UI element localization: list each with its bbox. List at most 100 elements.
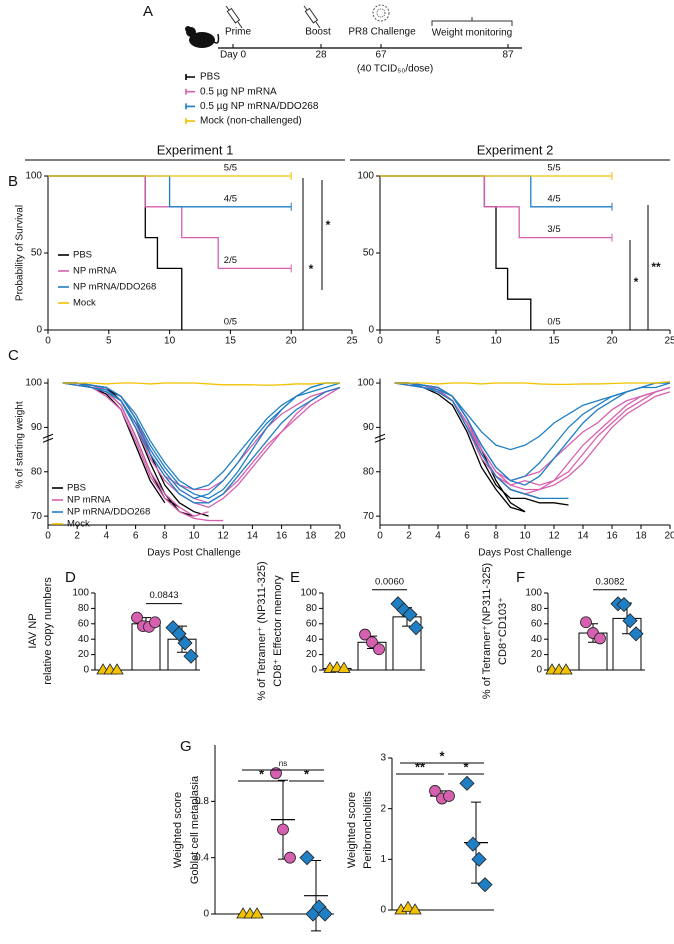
y-axis-label: relative copy numbers (42, 577, 54, 685)
x-tick-label: 12 (548, 531, 560, 542)
chart: 70 80 90 100 0 2 4 6 8 10 12 14 16 18 20 C Days Post Cha… (8, 347, 346, 559)
y-tick-label: 50 (31, 248, 43, 259)
legend-swatch (185, 118, 195, 125)
step-label: PR8 Challenge (348, 27, 416, 38)
survival-line (48, 175, 292, 208)
y-tick-label: 0 (36, 325, 42, 336)
y-tick-label: 0 (203, 909, 209, 920)
x-tick-label: 18 (635, 531, 647, 542)
y-tick-label: 0.4 (195, 852, 209, 863)
survival-line (48, 175, 183, 330)
data-point (373, 643, 385, 656)
p-value: 0.3082 (595, 576, 624, 587)
y-tick-label: 100 (357, 378, 374, 389)
step-label: Prime (225, 27, 252, 38)
syringe-icon (303, 5, 321, 29)
x-axis-label: Days Post Challenge (147, 548, 241, 559)
legend-label: PBS (73, 250, 92, 261)
y-tick-label: 70 (31, 511, 43, 522)
chart-title: Experiment 1 (157, 142, 234, 157)
y-tick-label: 60 (306, 618, 318, 629)
significance-label: ** (651, 260, 661, 274)
step-day: 28 (315, 50, 327, 61)
x-tick-label: 2 (74, 531, 80, 542)
legend-swatch (185, 103, 195, 110)
error-bar (311, 859, 321, 932)
data-point (250, 907, 264, 919)
y-tick-label: 40 (306, 634, 318, 645)
data-point (622, 613, 638, 629)
y-tick-label: 0 (311, 665, 317, 676)
y-axis-label: CD8⁺ Effector memory (272, 575, 284, 687)
data-point (408, 903, 422, 915)
y-axis-label: Peribronchiolitis (362, 791, 374, 869)
x-tick-label: 6 (133, 531, 139, 542)
x-tick-label: 10 (490, 336, 502, 347)
y-axis-label: Probability of Survival (15, 205, 26, 301)
x-tick-label: 18 (305, 531, 317, 542)
data-point (628, 626, 644, 642)
chart: 0 50 100 0 5 10 15 20 25 Experiment 2 0/5 3/5 4/5 5/5… (350, 142, 674, 347)
legend-label: 0.5 µg NP mRNA/DDO268 (200, 101, 319, 112)
weight-line (62, 382, 340, 500)
y-tick-label: 100 (300, 588, 317, 599)
data-point (477, 877, 493, 893)
significance-label: * (326, 218, 331, 232)
x-tick-label: 20 (664, 531, 674, 542)
legend-label: Mock (67, 519, 90, 530)
x-tick-label: 20 (606, 336, 618, 347)
y-tick-label: 100 (357, 171, 374, 182)
data-point (366, 636, 378, 649)
legend-swatch (185, 88, 195, 95)
x-tick-label: 10 (164, 336, 176, 347)
legend-label: 0.5 µg NP mRNA (200, 86, 277, 97)
y-tick-label: 100 (25, 171, 42, 182)
data-point (131, 611, 143, 624)
y-tick-label: 90 (363, 422, 375, 433)
data-point (580, 616, 592, 629)
y-tick-label: 0 (368, 325, 374, 336)
x-tick-label: 0 (45, 531, 51, 542)
legend-label: NP mRNA (67, 495, 111, 506)
data-point (616, 596, 632, 613)
y-tick-label: 0 (380, 905, 386, 916)
panel-label: A (143, 3, 153, 20)
step-day: Day 0 (220, 50, 247, 61)
data-point (177, 635, 193, 651)
weight-line (394, 381, 671, 386)
count-label: 4/5 (224, 193, 237, 204)
x-axis-label: Days Post Challenge (478, 548, 572, 559)
x-tick-label: 8 (162, 531, 168, 542)
legend-label: Mock (non-challenged) (200, 116, 302, 127)
data-point (429, 785, 441, 797)
y-tick-label: 2 (380, 803, 386, 814)
step-day: 87 (502, 50, 514, 61)
y-axis-label: % of starting weight (15, 401, 26, 488)
y-tick-label: 20 (306, 649, 318, 660)
y-tick-label: 60 (531, 618, 543, 629)
chart-title: Experiment 2 (477, 142, 554, 157)
x-tick-label: 5 (106, 336, 112, 347)
x-tick-label: 5 (435, 336, 441, 347)
survival-line (380, 175, 532, 330)
x-tick-label: 15 (548, 336, 560, 347)
significance-label: * (463, 759, 469, 774)
x-tick-label: 6 (464, 531, 470, 542)
data-point (471, 851, 487, 867)
legend: PBS 0.5 µg NP mRNA 0.5 µg NP mRNA/DDO268 Mo… (185, 72, 319, 127)
data-point (559, 663, 573, 675)
virus-icon (372, 4, 390, 22)
axis-break (374, 433, 386, 443)
x-tick-label: 2 (406, 531, 412, 542)
panel-label: B (8, 173, 18, 190)
y-tick-label: 100 (525, 588, 542, 599)
y-tick-label: 0 (536, 665, 542, 676)
weight-line (394, 382, 670, 486)
x-tick-label: 4 (104, 531, 110, 542)
weight-line (394, 382, 671, 482)
count-label: 2/5 (224, 255, 237, 266)
y-tick-label: 70 (363, 511, 375, 522)
y-tick-label: 80 (78, 603, 90, 614)
